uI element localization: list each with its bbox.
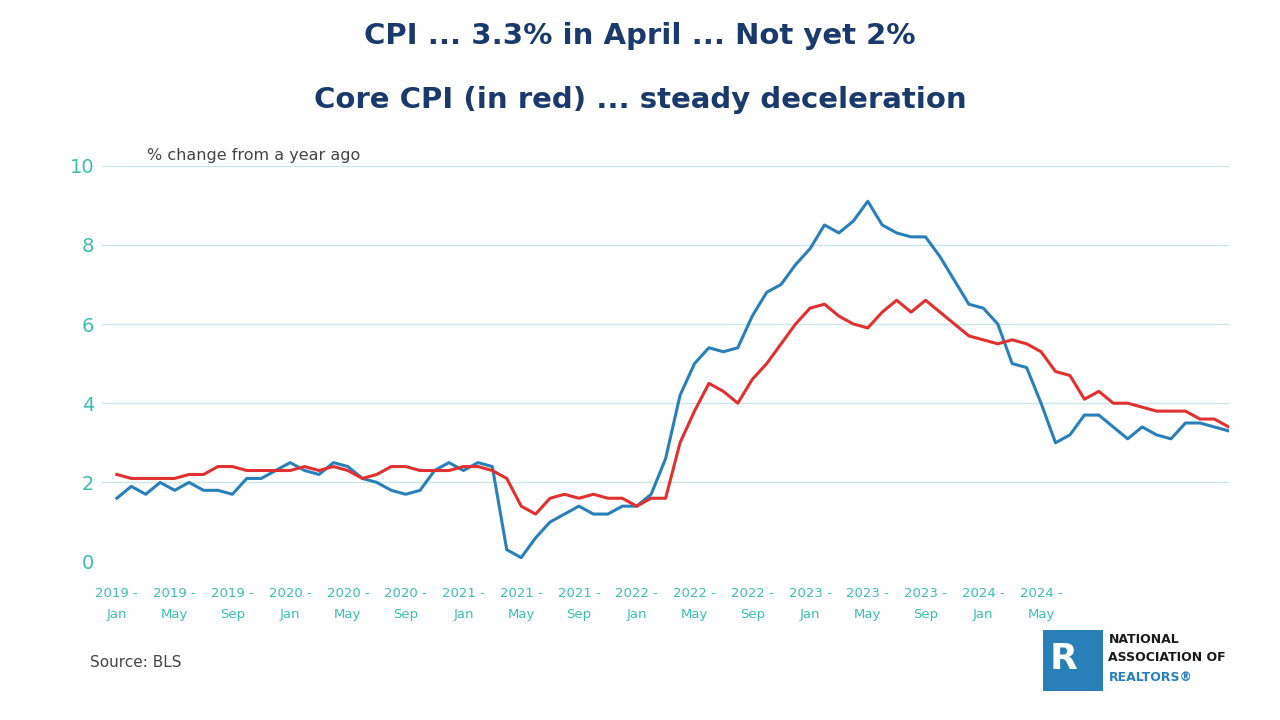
Text: Sep: Sep (913, 608, 938, 621)
Text: Jan: Jan (800, 608, 820, 621)
Text: 2021 -: 2021 - (558, 587, 600, 600)
Text: NATIONAL: NATIONAL (1108, 633, 1179, 646)
Text: Jan: Jan (453, 608, 474, 621)
Text: Jan: Jan (280, 608, 301, 621)
Text: 2020 -: 2020 - (269, 587, 311, 600)
Text: Sep: Sep (393, 608, 419, 621)
Text: Core CPI (in red) ... steady deceleration: Core CPI (in red) ... steady deceleratio… (314, 86, 966, 114)
Text: 2020 -: 2020 - (326, 587, 369, 600)
Text: 2024 -: 2024 - (963, 587, 1005, 600)
Text: Source: BLS: Source: BLS (90, 654, 180, 670)
Text: 2020 -: 2020 - (384, 587, 428, 600)
Text: 2022 -: 2022 - (673, 587, 716, 600)
Text: 2019 -: 2019 - (211, 587, 253, 600)
Text: CPI ... 3.3% in April ... Not yet 2%: CPI ... 3.3% in April ... Not yet 2% (365, 22, 915, 50)
Text: May: May (161, 608, 188, 621)
Text: May: May (507, 608, 535, 621)
Text: Sep: Sep (220, 608, 244, 621)
Text: 2022 -: 2022 - (731, 587, 773, 600)
Text: 2021 -: 2021 - (442, 587, 485, 600)
Text: 2023 -: 2023 - (788, 587, 832, 600)
Text: 2022 -: 2022 - (616, 587, 658, 600)
Text: Jan: Jan (626, 608, 646, 621)
Text: Jan: Jan (973, 608, 993, 621)
Text: 2023 -: 2023 - (846, 587, 890, 600)
Text: 2019 -: 2019 - (96, 587, 138, 600)
Text: ASSOCIATION OF: ASSOCIATION OF (1108, 652, 1226, 665)
Text: REALTORS®: REALTORS® (1108, 671, 1193, 684)
Text: May: May (1028, 608, 1055, 621)
Text: Jan: Jan (106, 608, 127, 621)
Text: 2021 -: 2021 - (499, 587, 543, 600)
Text: May: May (681, 608, 708, 621)
Text: R: R (1050, 642, 1078, 676)
Text: Sep: Sep (740, 608, 765, 621)
Text: % change from a year ago: % change from a year ago (147, 148, 361, 163)
Text: 2019 -: 2019 - (154, 587, 196, 600)
Text: May: May (334, 608, 361, 621)
Text: Sep: Sep (566, 608, 591, 621)
Text: 2024 -: 2024 - (1020, 587, 1062, 600)
Text: May: May (854, 608, 882, 621)
Text: 2023 -: 2023 - (904, 587, 947, 600)
